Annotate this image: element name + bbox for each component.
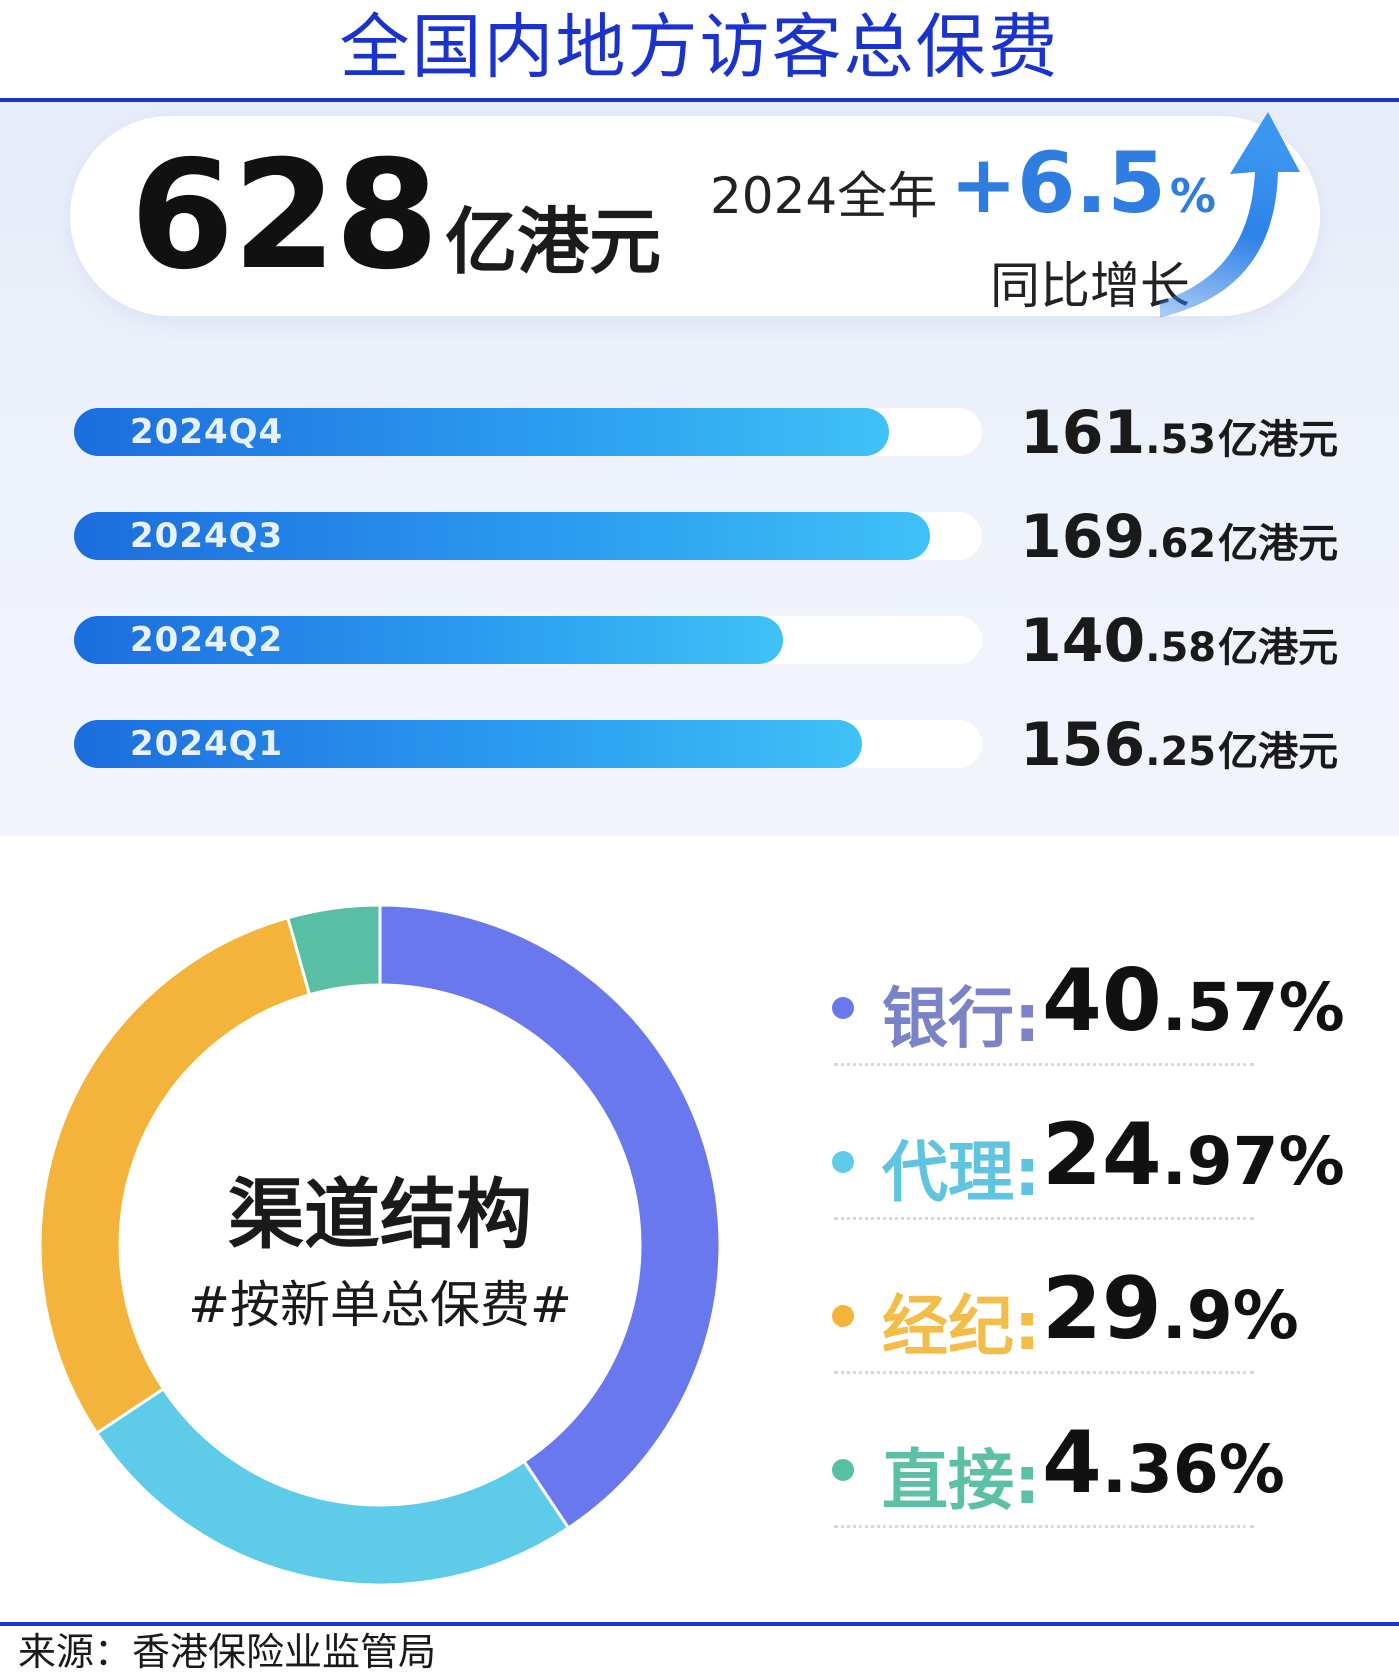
donut-slice-agency: [94, 1386, 571, 1587]
legend-value: 4.36%: [1042, 1413, 1285, 1513]
bar-row: 2024Q3 169.62 亿港元: [0, 502, 1399, 572]
legend-dot: [832, 997, 854, 1019]
total-premium: 628 亿港元: [130, 116, 661, 316]
total-unit: 亿港元: [445, 200, 662, 284]
bar-value-decimal: .62: [1145, 521, 1217, 567]
legend-value-integer: 24: [1042, 1105, 1162, 1205]
growth-percent: +6.5%: [950, 134, 1216, 232]
donut-slice-bank: [378, 903, 722, 1531]
donut-subtitle: #按新单总保费#: [188, 1276, 572, 1334]
legend-label: 代理:: [882, 1134, 1041, 1211]
donut-slice-direct: [285, 903, 382, 997]
legend-value: 40.57%: [1042, 951, 1345, 1051]
channel-donut: 渠道结构 #按新单总保费#: [20, 885, 740, 1605]
bar-value-unit: 亿港元: [1218, 417, 1339, 463]
total-value: 628: [130, 129, 439, 303]
bar-row: 2024Q1 156.25 亿港元: [0, 710, 1399, 780]
bar-label: 2024Q3: [130, 516, 284, 556]
growth-block: 2024全年 +6.5% 同比增长: [710, 134, 1290, 315]
legend-label: 经纪:: [882, 1288, 1041, 1365]
bar-row: 2024Q2 140.58 亿港元: [0, 606, 1399, 676]
summary-panel: 628 亿港元 2024全年 +6.5% 同比增长 2024Q4 161.53 亿港…: [0, 102, 1399, 836]
legend-divider: [834, 1217, 1254, 1220]
bar-fill: [74, 720, 862, 768]
title-underline: [0, 98, 1399, 102]
donut-chart: [38, 903, 722, 1587]
bar-value-decimal: .25: [1145, 729, 1217, 775]
legend-value-integer: 29: [1042, 1259, 1162, 1359]
growth-pct-sign: %: [1169, 169, 1216, 223]
legend-dot: [832, 1459, 854, 1481]
legend-bank: 银行: 40.57%: [820, 945, 1380, 1095]
bar-value-unit: 亿港元: [1218, 625, 1339, 671]
bar-value: 140.58 亿港元: [1020, 606, 1339, 676]
bar-row: 2024Q4 161.53 亿港元: [0, 398, 1399, 468]
legend-dot: [832, 1151, 854, 1173]
bar-value: 161.53 亿港元: [1020, 398, 1339, 468]
legend-dot: [832, 1305, 854, 1327]
legend-divider: [834, 1063, 1254, 1066]
legend-divider: [834, 1371, 1254, 1374]
growth-value: 6.5: [1017, 134, 1166, 232]
donut-title: 渠道结构: [228, 1170, 532, 1259]
headline-card: 628 亿港元 2024全年 +6.5% 同比增长: [70, 116, 1320, 316]
bar-value-integer: 169: [1020, 502, 1146, 572]
bar-value-unit: 亿港元: [1218, 521, 1339, 567]
bar-value-unit: 亿港元: [1218, 729, 1339, 775]
growth-caption: 同比增长: [990, 257, 1190, 315]
legend-agency: 代理: 24.97%: [820, 1099, 1380, 1249]
legend-broker: 经纪: 29.9%: [820, 1253, 1380, 1403]
legend-value-integer: 40: [1042, 951, 1162, 1051]
year-label: 2024全年: [710, 167, 938, 225]
source-note: 来源：香港保险业监管局: [18, 1630, 437, 1674]
page-title: 全国内地方访客总保费: [339, 6, 1060, 88]
legend-value-decimal: .9%: [1161, 1277, 1299, 1354]
bar-fill: [74, 408, 889, 456]
legend-divider: [834, 1525, 1254, 1528]
footer-rule: [0, 1622, 1399, 1626]
bar-value-integer: 140: [1020, 606, 1146, 676]
bar-value-decimal: .53: [1145, 417, 1217, 463]
bar-fill: [74, 616, 783, 664]
bar-fill: [74, 512, 930, 560]
legend-value: 29.9%: [1042, 1259, 1299, 1359]
legend-value-decimal: .36%: [1101, 1431, 1285, 1508]
legend-value: 24.97%: [1042, 1105, 1345, 1205]
bar-label: 2024Q4: [130, 412, 284, 452]
legend-value-integer: 4: [1042, 1413, 1102, 1513]
growth-arrow-icon: [1160, 112, 1300, 318]
bar-value: 169.62 亿港元: [1020, 502, 1339, 572]
legend-label: 银行:: [882, 980, 1041, 1057]
donut-slice-broker: [38, 915, 312, 1436]
bar-value: 156.25 亿港元: [1020, 710, 1339, 780]
legend-direct: 直接: 4.36%: [820, 1407, 1380, 1557]
legend-label: 直接:: [882, 1442, 1041, 1519]
bar-value-integer: 156: [1020, 710, 1146, 780]
growth-sign: +: [950, 138, 1018, 231]
legend-value-decimal: .97%: [1161, 1123, 1345, 1200]
legend-value-decimal: .57%: [1161, 969, 1345, 1046]
bar-label: 2024Q1: [130, 724, 284, 764]
quarter-bars: 2024Q4 161.53 亿港元 2024Q3 169.62 亿港元 2024Q2 140.…: [0, 398, 1399, 822]
channel-legend: 银行: 40.57% 代理: 24.97% 经纪: 29.9% 直接: 4.36%: [820, 945, 1380, 1585]
bar-label: 2024Q2: [130, 620, 284, 660]
bar-value-integer: 161: [1020, 398, 1146, 468]
bar-value-decimal: .58: [1145, 625, 1217, 671]
